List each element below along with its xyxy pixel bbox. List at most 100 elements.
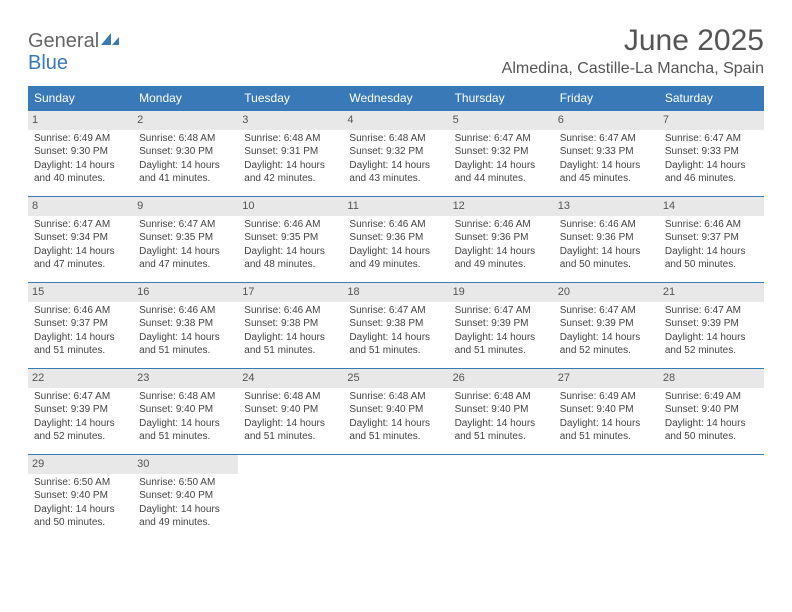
day-number: 21 — [659, 283, 764, 302]
sunset-line: Sunset: 9:40 PM — [560, 403, 653, 417]
day-number: 4 — [343, 111, 448, 130]
day-number: 20 — [554, 283, 659, 302]
weekday-header-row: SundayMondayTuesdayWednesdayThursdayFrid… — [28, 86, 764, 111]
day-number: 11 — [343, 197, 448, 216]
sunset-line: Sunset: 9:38 PM — [139, 317, 232, 331]
calendar-day-cell: 5Sunrise: 6:47 AMSunset: 9:32 PMDaylight… — [449, 111, 554, 197]
daylight-line: Daylight: 14 hours and 52 minutes. — [560, 331, 653, 358]
day-number: 18 — [343, 283, 448, 302]
calendar-day-cell: 18Sunrise: 6:47 AMSunset: 9:38 PMDayligh… — [343, 283, 448, 369]
sunrise-line: Sunrise: 6:47 AM — [665, 132, 758, 146]
sunrise-line: Sunrise: 6:48 AM — [349, 390, 442, 404]
logo: General Blue — [28, 30, 121, 74]
sunrise-line: Sunrise: 6:46 AM — [244, 218, 337, 232]
calendar-day-cell: 1Sunrise: 6:49 AMSunset: 9:30 PMDaylight… — [28, 111, 133, 197]
daylight-line: Daylight: 14 hours and 47 minutes. — [139, 245, 232, 272]
calendar-day-cell: 16 Sunrise: 6:46 AMSunset: 9:38 PMDayligh… — [133, 283, 238, 369]
calendar-day-cell: 11Sunrise: 6:46 AMSunset: 9:36 PMDayligh… — [343, 197, 448, 283]
sunset-line: Sunset: 9:36 PM — [349, 231, 442, 245]
daylight-line: Daylight: 14 hours and 52 minutes. — [665, 331, 758, 358]
calendar-day-cell: 14Sunrise: 6:46 AMSunset: 9:37 PMDayligh… — [659, 197, 764, 283]
sunset-line: Sunset: 9:40 PM — [34, 489, 127, 503]
calendar-day-cell: 27Sunrise: 6:49 AMSunset: 9:40 PMDayligh… — [554, 369, 659, 455]
day-number: 23 — [133, 369, 238, 388]
header: General Blue June 2025 Almedina, Castill… — [28, 24, 764, 78]
sunset-line: Sunset: 9:36 PM — [560, 231, 653, 245]
sunset-line: Sunset: 9:30 PM — [34, 145, 127, 159]
sunrise-line: Sunrise: 6:47 AM — [455, 304, 548, 318]
calendar-day-cell: 9Sunrise: 6:47 AMSunset: 9:35 PMDaylight… — [133, 197, 238, 283]
daylight-line: Daylight: 14 hours and 51 minutes. — [139, 331, 232, 358]
sunset-line: Sunset: 9:40 PM — [455, 403, 548, 417]
calendar-day-cell: 22Sunrise: 6:47 AMSunset: 9:39 PMDayligh… — [28, 369, 133, 455]
calendar-day-cell: 8Sunrise: 6:47 AMSunset: 9:34 PMDaylight… — [28, 197, 133, 283]
sunrise-line: Sunrise: 6:48 AM — [455, 390, 548, 404]
calendar-empty-cell — [238, 455, 343, 541]
sunset-line: Sunset: 9:40 PM — [139, 403, 232, 417]
sunrise-line: Sunrise: 6:47 AM — [455, 132, 548, 146]
calendar-empty-cell — [659, 455, 764, 541]
calendar-day-cell: 29Sunrise: 6:50 AMSunset: 9:40 PMDayligh… — [28, 455, 133, 541]
day-number: 7 — [659, 111, 764, 130]
day-number: 3 — [238, 111, 343, 130]
page-title: June 2025 — [502, 24, 764, 58]
sunrise-line: Sunrise: 6:48 AM — [139, 132, 232, 146]
daylight-line: Daylight: 14 hours and 44 minutes. — [455, 159, 548, 186]
calendar-day-cell: 4Sunrise: 6:48 AMSunset: 9:32 PMDaylight… — [343, 111, 448, 197]
sunset-line: Sunset: 9:39 PM — [34, 403, 127, 417]
sunrise-line: Sunrise: 6:46 AM — [139, 304, 232, 318]
daylight-line: Daylight: 14 hours and 43 minutes. — [349, 159, 442, 186]
calendar-day-cell: 3Sunrise: 6:48 AMSunset: 9:31 PMDaylight… — [238, 111, 343, 197]
day-number: 1 — [28, 111, 133, 130]
weekday-header: Monday — [133, 86, 238, 111]
sunrise-line: Sunrise: 6:49 AM — [665, 390, 758, 404]
daylight-line: Daylight: 14 hours and 50 minutes. — [665, 417, 758, 444]
location-text: Almedina, Castille-La Mancha, Spain — [502, 60, 764, 78]
day-number: 29 — [28, 455, 133, 474]
weekday-header: Tuesday — [238, 86, 343, 111]
calendar-day-cell: 17Sunrise: 6:46 AMSunset: 9:38 PMDayligh… — [238, 283, 343, 369]
sunrise-line: Sunrise: 6:48 AM — [349, 132, 442, 146]
daylight-line: Daylight: 14 hours and 52 minutes. — [34, 417, 127, 444]
calendar-week-row: 8Sunrise: 6:47 AMSunset: 9:34 PMDaylight… — [28, 197, 764, 283]
sunset-line: Sunset: 9:33 PM — [560, 145, 653, 159]
sunset-line: Sunset: 9:39 PM — [455, 317, 548, 331]
calendar-week-row: 29Sunrise: 6:50 AMSunset: 9:40 PMDayligh… — [28, 455, 764, 541]
sunrise-line: Sunrise: 6:50 AM — [34, 476, 127, 490]
daylight-line: Daylight: 14 hours and 50 minutes. — [665, 245, 758, 272]
daylight-line: Daylight: 14 hours and 46 minutes. — [665, 159, 758, 186]
day-number: 28 — [659, 369, 764, 388]
day-number: 17 — [238, 283, 343, 302]
daylight-line: Daylight: 14 hours and 51 minutes. — [34, 331, 127, 358]
daylight-line: Daylight: 14 hours and 41 minutes. — [139, 159, 232, 186]
daylight-line: Daylight: 14 hours and 51 minutes. — [349, 417, 442, 444]
day-number: 9 — [133, 197, 238, 216]
calendar-week-row: 22Sunrise: 6:47 AMSunset: 9:39 PMDayligh… — [28, 369, 764, 455]
calendar-day-cell: 7Sunrise: 6:47 AMSunset: 9:33 PMDaylight… — [659, 111, 764, 197]
weekday-header: Friday — [554, 86, 659, 111]
sunrise-line: Sunrise: 6:50 AM — [139, 476, 232, 490]
sunrise-line: Sunrise: 6:47 AM — [34, 218, 127, 232]
calendar-day-cell: 2Sunrise: 6:48 AMSunset: 9:30 PMDaylight… — [133, 111, 238, 197]
weekday-header: Thursday — [449, 86, 554, 111]
daylight-line: Daylight: 14 hours and 47 minutes. — [34, 245, 127, 272]
calendar-day-cell: 12Sunrise: 6:46 AMSunset: 9:36 PMDayligh… — [449, 197, 554, 283]
daylight-line: Daylight: 14 hours and 51 minutes. — [560, 417, 653, 444]
sunset-line: Sunset: 9:34 PM — [34, 231, 127, 245]
day-number: 16 — [133, 283, 238, 302]
calendar-day-cell: 10Sunrise: 6:46 AMSunset: 9:35 PMDayligh… — [238, 197, 343, 283]
sunrise-line: Sunrise: 6:46 AM — [244, 304, 337, 318]
sunset-line: Sunset: 9:32 PM — [455, 145, 548, 159]
daylight-line: Daylight: 14 hours and 49 minutes. — [349, 245, 442, 272]
calendar-table: SundayMondayTuesdayWednesdayThursdayFrid… — [28, 86, 764, 540]
weekday-header: Saturday — [659, 86, 764, 111]
calendar-day-cell: 20Sunrise: 6:47 AMSunset: 9:39 PMDayligh… — [554, 283, 659, 369]
weekday-header: Wednesday — [343, 86, 448, 111]
calendar-week-row: 1Sunrise: 6:49 AMSunset: 9:30 PMDaylight… — [28, 111, 764, 197]
sunrise-line: Sunrise: 6:47 AM — [560, 132, 653, 146]
sunrise-line: Sunrise: 6:46 AM — [455, 218, 548, 232]
sunrise-line: Sunrise: 6:46 AM — [665, 218, 758, 232]
sunrise-line: Sunrise: 6:47 AM — [560, 304, 653, 318]
sunset-line: Sunset: 9:40 PM — [665, 403, 758, 417]
day-number: 25 — [343, 369, 448, 388]
